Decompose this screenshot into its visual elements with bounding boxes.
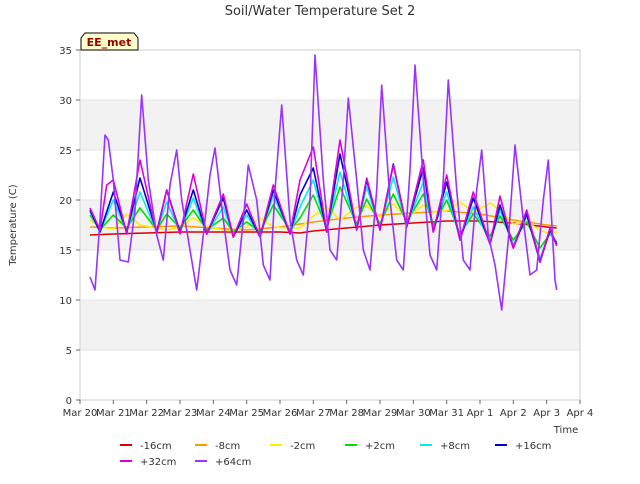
x-tick-label: Apr 4 [567,408,594,419]
grid-band [80,100,580,150]
legend: -16cm -8cm -2cm +2cm +8cm +16cm +32cm +64cm [120,441,551,468]
y-tick-label: 25 [59,146,72,157]
x-tick-label: Mar 23 [163,408,198,419]
legend-label: +16cm [515,441,551,452]
legend-label: -2cm [290,441,315,452]
station-badge-box [80,32,139,51]
x-tick-label: Mar 20 [63,408,98,419]
x-axis-label: Time [553,425,578,436]
x-tick-label: Mar 22 [129,408,164,419]
grid-band [80,150,580,200]
x-tick-label: Mar 21 [96,408,131,419]
x-tick-label: Apr 3 [533,408,560,419]
legend-label: +2cm [365,441,395,452]
x-tick-label: Mar 24 [196,408,231,419]
y-tick-label: 20 [59,196,72,207]
legend-label: +32cm [140,457,176,468]
legend-label: -8cm [215,441,240,452]
legend-label: +8cm [440,441,470,452]
x-tick-label: Apr 1 [467,408,494,419]
series-line-plus64cm [89,54,558,311]
y-tick-label: 35 [59,46,72,57]
y-tick-label: 5 [66,346,72,357]
x-tick-label: Mar 30 [396,408,431,419]
station-badge-label: EE_met [87,36,132,49]
y-tick-label: 15 [59,246,72,257]
x-tick-label: Mar 31 [429,408,464,419]
legend-label: +64cm [215,457,251,468]
y-tick-label: 0 [66,396,72,407]
y-tick-label: 10 [59,296,72,307]
legend-label: -16cm [140,441,172,452]
series-line-minus16cm [89,220,557,236]
plot-frame [79,49,581,401]
x-tick-label: Mar 27 [296,408,331,419]
grid-band [80,350,580,400]
grid-band [80,300,580,350]
y-tick-label: 30 [59,96,72,107]
y-axis-label: Temperature (C) [8,184,19,266]
x-tick-label: Mar 28 [329,408,364,419]
x-tick-label: Mar 26 [263,408,298,419]
series-line-plus32cm [89,139,558,263]
x-tick-label: Mar 25 [229,408,264,419]
chart-title: Soil/Water Temperature Set 2 [225,4,416,19]
x-tick-label: Apr 2 [500,408,527,419]
grid-band [80,50,580,100]
station-badge: EE_met [80,32,139,51]
x-tick-label: Mar 29 [363,408,398,419]
